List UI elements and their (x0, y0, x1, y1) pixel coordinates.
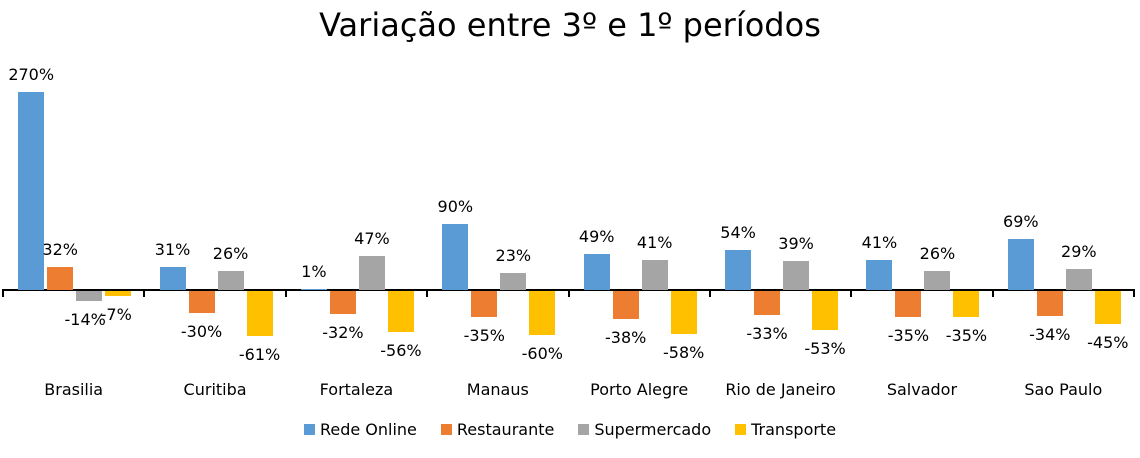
data-label: 270% (8, 65, 55, 85)
data-label: 90% (437, 197, 474, 217)
data-label: 26% (212, 243, 249, 263)
legend-swatch-icon (303, 424, 315, 435)
bar-manaus-rede-online[interactable] (442, 224, 469, 290)
x-axis-tick (850, 289, 853, 297)
bar-rio-de-janeiro-rede-online[interactable] (725, 250, 752, 290)
bar-curitiba-transporte[interactable] (246, 291, 273, 336)
data-label: -38% (605, 327, 647, 347)
bar-curitiba-rede-online[interactable] (159, 267, 186, 290)
bar-brasilia-supermercado[interactable] (76, 291, 103, 302)
category-label-manaus: Manaus (466, 380, 529, 399)
legend-item-rede-online[interactable]: Rede Online (303, 420, 417, 439)
bar-sao-paulo-restaurante[interactable] (1036, 291, 1063, 316)
bar-porto-alegre-supermercado[interactable] (641, 259, 668, 290)
data-label: -33% (746, 324, 788, 344)
bar-manaus-supermercado[interactable] (500, 273, 527, 290)
bar-fortaleza-transporte[interactable] (387, 291, 414, 333)
data-label: 23% (495, 246, 532, 266)
data-label: -32% (322, 323, 364, 343)
category-label-curitiba: Curitiba (183, 380, 247, 399)
bar-salvador-restaurante[interactable] (895, 291, 922, 317)
data-label: 47% (354, 228, 390, 248)
data-label: 54% (720, 223, 756, 243)
data-label: -60% (521, 343, 563, 363)
bar-fortaleza-supermercado[interactable] (358, 255, 385, 290)
bar-fortaleza-rede-online[interactable] (300, 289, 327, 290)
legend-item-transporte[interactable]: Transporte (735, 420, 836, 439)
legend-swatch-icon (440, 424, 452, 435)
bar-salvador-transporte[interactable] (953, 291, 980, 317)
data-label: 26% (919, 243, 956, 263)
data-label: -35% (463, 325, 505, 345)
data-label: 29% (1061, 241, 1097, 261)
legend: Rede Online Restaurante Supermercado Transp… (0, 420, 1140, 439)
chart-title: Variação entre 3º e 1º períodos (319, 6, 821, 44)
category-label-fortaleza: Fortaleza (319, 380, 394, 399)
data-label: 69% (1003, 212, 1039, 232)
data-label: -34% (1029, 324, 1071, 344)
data-label: -30% (180, 321, 223, 341)
bar-porto-alegre-restaurante[interactable] (612, 291, 639, 319)
bar-rio-de-janeiro-restaurante[interactable] (754, 291, 781, 316)
data-label: -7% (100, 305, 132, 325)
legend-swatch-icon (578, 424, 590, 435)
bar-rio-de-janeiro-transporte[interactable] (812, 291, 839, 330)
data-label: -58% (663, 342, 705, 362)
x-axis-tick (284, 289, 287, 297)
data-label: -35% (887, 325, 930, 345)
category-label-salvador: Salvador (886, 380, 958, 399)
data-label: 32% (42, 239, 78, 259)
bar-salvador-rede-online[interactable] (866, 259, 893, 290)
bar-brasilia-restaurante[interactable] (47, 266, 74, 290)
bar-brasilia-rede-online[interactable] (18, 92, 45, 290)
data-label: 49% (578, 227, 615, 247)
bar-manaus-restaurante[interactable] (471, 291, 498, 317)
bar-sao-paulo-transporte[interactable] (1094, 291, 1121, 324)
bar-salvador-supermercado[interactable] (924, 270, 951, 290)
legend-label: Supermercado (594, 420, 712, 439)
legend-swatch-icon (735, 424, 747, 435)
x-axis-tick (991, 289, 994, 297)
bar-porto-alegre-transporte[interactable] (670, 291, 697, 334)
data-label: -14% (64, 310, 106, 330)
bar-curitiba-supermercado[interactable] (217, 270, 244, 290)
bar-rio-de-janeiro-supermercado[interactable] (783, 261, 810, 290)
x-axis-tick (143, 289, 146, 297)
data-label: 41% (636, 232, 673, 252)
bar-fortaleza-restaurante[interactable] (329, 291, 356, 315)
data-label: 31% (154, 240, 191, 260)
x-axis-tick (567, 289, 570, 297)
legend-item-restaurante[interactable]: Restaurante (440, 420, 555, 439)
data-label: 41% (861, 232, 898, 252)
data-label: -35% (945, 325, 988, 345)
category-label-rio-de-janeiro: Rio de Janeiro (725, 380, 836, 399)
data-label: -56% (380, 341, 422, 361)
category-label-porto-alegre: Porto Alegre (590, 380, 689, 399)
data-label: 1% (301, 262, 327, 281)
category-label-sao-paulo: Sao Paulo (1024, 380, 1103, 399)
bar-porto-alegre-rede-online[interactable] (583, 254, 610, 290)
legend-label: Restaurante (456, 420, 555, 439)
bar-manaus-transporte[interactable] (529, 291, 556, 335)
data-label: -53% (804, 338, 846, 358)
x-axis-tick (2, 289, 4, 297)
x-axis-tick (426, 289, 429, 297)
x-axis-tick (1133, 289, 1135, 297)
bar-curitiba-restaurante[interactable] (188, 291, 215, 313)
legend-item-supermercado[interactable]: Supermercado (578, 420, 711, 439)
legend-label: Transporte (751, 420, 837, 439)
x-axis-tick (708, 289, 711, 297)
bar-sao-paulo-rede-online[interactable] (1007, 239, 1034, 290)
data-label: -45% (1087, 332, 1129, 352)
data-label: 39% (778, 234, 814, 254)
legend-label: Rede Online (319, 420, 417, 439)
bar-sao-paulo-supermercado[interactable] (1065, 268, 1092, 290)
category-label-brasilia: Brasilia (44, 380, 104, 399)
bar-brasilia-transporte[interactable] (105, 291, 132, 297)
data-label: -61% (238, 344, 281, 364)
